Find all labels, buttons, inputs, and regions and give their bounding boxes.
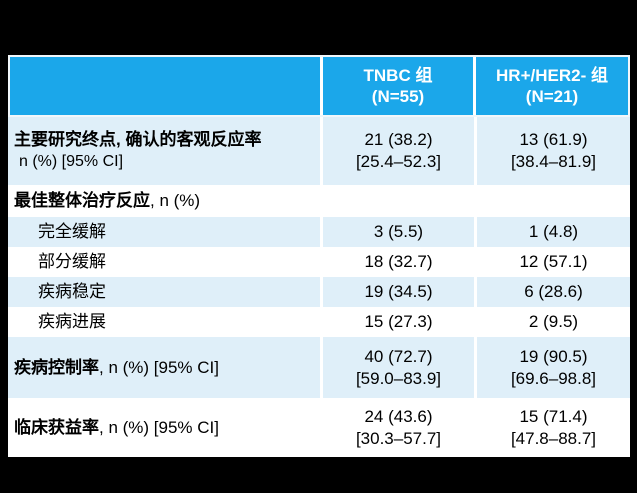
table-row-clinical-benefit-rate: 临床获益率, n (%) [95% CI] 24 (43.6) [30.3–57… (8, 398, 630, 457)
header-hr-line1: HR+/HER2- 组 (496, 66, 608, 85)
row-label-bold: 临床获益率 (14, 417, 99, 437)
value-cell-hr: 6 (28.6) (477, 277, 630, 307)
table-row-primary-endpoint: 主要研究终点, 确认的客观反应率 n (%) [95% CI] 21 (38.2… (8, 117, 630, 185)
row-label: 部分缓解 (8, 247, 320, 277)
row-label: 最佳整体治疗反应, n (%) (8, 185, 320, 217)
row-label: 疾病稳定 (8, 277, 320, 307)
row-label: 主要研究终点, 确认的客观反应率 n (%) [95% CI] (8, 117, 320, 185)
row-label-line2: n (%) [95% CI] (19, 153, 124, 170)
row-label: 临床获益率, n (%) [95% CI] (8, 398, 320, 457)
table-header-row: TNBC 组 (N=55) HR+/HER2- 组 (N=21) (8, 55, 630, 117)
value-cell-tnbc: 40 (72.7) [59.0–83.9] (323, 337, 474, 398)
value-cell-hr: 1 (4.8) (477, 217, 630, 247)
value-cell-tnbc: 3 (5.5) (323, 217, 474, 247)
header-hr-line2: (N=21) (525, 87, 579, 106)
value-cell-tnbc: 18 (32.7) (323, 247, 474, 277)
row-label-plain: 疾病稳定 (38, 282, 106, 301)
row-label: 疾病进展 (8, 307, 320, 337)
value-cell-hr: 13 (61.9) [38.4–81.9] (477, 117, 630, 185)
table-row-disease-control-rate: 疾病控制率, n (%) [95% CI] 40 (72.7) [59.0–83… (8, 337, 630, 398)
value-cell-tnbc: 24 (43.6) [30.3–57.7] (323, 398, 474, 457)
results-table: TNBC 组 (N=55) HR+/HER2- 组 (N=21) 主要研究终点,… (8, 55, 630, 457)
header-tnbc-line1: TNBC 组 (363, 66, 433, 85)
table-row-progressive-disease: 疾病进展 15 (27.3) 2 (9.5) (8, 307, 630, 337)
value-cell-hr: 2 (9.5) (477, 307, 630, 337)
value-cell-hr: 12 (57.1) (477, 247, 630, 277)
row-label-bold: 疾病控制率 (14, 357, 99, 377)
value-cell-tnbc (323, 185, 474, 217)
row-label: 疾病控制率, n (%) [95% CI] (8, 337, 320, 398)
header-cell-empty (10, 57, 320, 115)
table-row-partial-response: 部分缓解 18 (32.7) 12 (57.1) (8, 247, 630, 277)
table-row-best-response: 最佳整体治疗反应, n (%) (8, 185, 630, 217)
header-cell-hr: HR+/HER2- 组 (N=21) (476, 57, 628, 115)
row-label-suffix: , n (%) (150, 191, 201, 210)
value-cell-tnbc: 21 (38.2) [25.4–52.3] (323, 117, 474, 185)
header-tnbc-line2: (N=55) (371, 87, 425, 106)
row-label: 完全缓解 (8, 217, 320, 247)
value-cell-tnbc: 19 (34.5) (323, 277, 474, 307)
value-cell-tnbc: 15 (27.3) (323, 307, 474, 337)
row-label-plain: 完全缓解 (38, 222, 106, 241)
row-label-bold: 最佳整体治疗反应 (14, 191, 150, 210)
row-label-bold: 主要研究终点, 确认的客观反应率 (14, 130, 262, 149)
value-cell-hr: 19 (90.5) [69.6–98.8] (477, 337, 630, 398)
row-label-plain: 部分缓解 (38, 252, 106, 271)
table-row-stable-disease: 疾病稳定 19 (34.5) 6 (28.6) (8, 277, 630, 307)
value-cell-hr (477, 185, 630, 217)
table-row-complete-response: 完全缓解 3 (5.5) 1 (4.8) (8, 217, 630, 247)
row-label-suffix: , n (%) [95% CI] (99, 417, 219, 437)
header-cell-tnbc: TNBC 组 (N=55) (323, 57, 473, 115)
row-label-plain: 疾病进展 (38, 312, 106, 331)
value-cell-hr: 15 (71.4) [47.8–88.7] (477, 398, 630, 457)
row-label-suffix: , n (%) [95% CI] (99, 357, 219, 377)
